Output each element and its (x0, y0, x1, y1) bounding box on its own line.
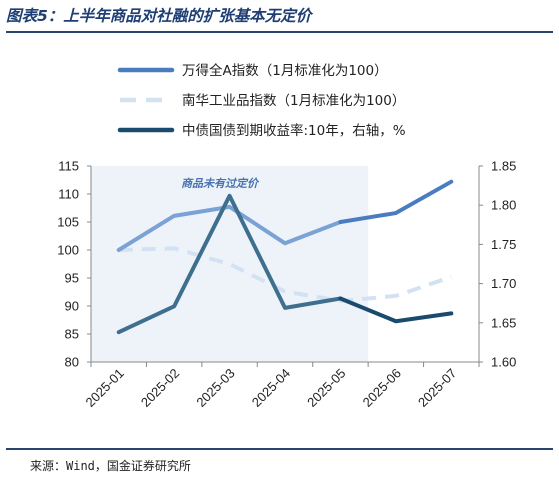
legend-label-1: 南华工业品指数（1月标准化为100） (182, 93, 405, 109)
y-right-tick-label: 1.60 (491, 355, 516, 370)
y-left-tick-label: 105 (57, 215, 79, 230)
x-tick-label: 2025-06 (360, 366, 404, 410)
y-left-tick-label: 90 (65, 299, 79, 314)
y-right-tick-label: 1.75 (491, 237, 516, 252)
title-rule (6, 31, 553, 33)
y-right-tick-label: 1.65 (491, 315, 516, 330)
x-tick-label: 2025-07 (415, 366, 459, 410)
x-tick-label: 2025-01 (82, 366, 126, 410)
legend-label-0: 万得全A指数（1月标准化为100） (182, 62, 388, 79)
y-right-tick-label: 1.80 (491, 198, 516, 213)
y-left-tick-label: 110 (58, 187, 79, 202)
x-tick-label: 2025-02 (138, 366, 182, 410)
y-left-tick-label: 115 (58, 159, 79, 174)
x-tick-label: 2025-05 (304, 366, 348, 410)
shaded-region-label: 商品未有过定价 (181, 177, 260, 190)
x-tick-label: 2025-04 (249, 366, 293, 410)
y-left-tick-label: 85 (65, 327, 79, 342)
y-right-tick-label: 1.70 (491, 276, 516, 291)
y-left-tick-label: 95 (65, 271, 79, 286)
x-tick-label: 2025-03 (193, 366, 237, 410)
legend-label-2: 中债国债到期收益率:10年，右轴，% (182, 122, 406, 139)
figure-title: 图表5：上半年商品对社融的扩张基本无定价 (6, 7, 312, 25)
source-note: 来源：Wind，国金证券研究所 (30, 459, 191, 473)
series-2 (116, 193, 454, 335)
series-1 (118, 246, 452, 303)
footer-rule (6, 448, 553, 450)
y-left-tick-label: 80 (65, 355, 79, 370)
y-left-tick-label: 100 (57, 243, 79, 258)
series-0 (116, 179, 454, 252)
chart: 商品未有过定价 80 85 90 95 100 105 110 115 1.60 1.65 1.70 1… (57, 62, 516, 410)
y-right-tick-label: 1.85 (491, 159, 516, 174)
